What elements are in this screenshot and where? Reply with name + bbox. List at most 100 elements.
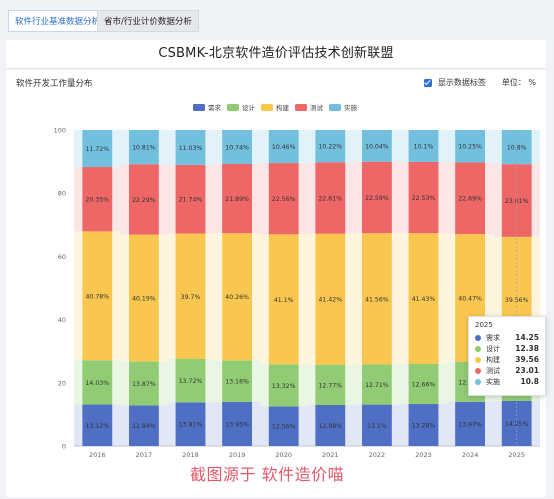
x-tick-label: 2016 xyxy=(89,451,106,459)
data-label: 11.03% xyxy=(179,145,203,152)
show-labels-checkbox[interactable] xyxy=(423,78,432,87)
bar-segment xyxy=(175,402,206,446)
data-label: 41.42% xyxy=(319,297,343,304)
data-label: 21.89% xyxy=(225,196,249,203)
data-label: 10.74% xyxy=(225,144,249,151)
data-label: 13.97% xyxy=(458,421,482,428)
data-label: 13.28% xyxy=(412,423,436,430)
data-label: 10.04% xyxy=(365,143,389,150)
bar-segment xyxy=(175,164,206,234)
tooltip-series-name: 测试 xyxy=(486,366,500,375)
data-label: 12.84% xyxy=(132,423,156,430)
data-label: 39.7% xyxy=(181,294,201,301)
bar-segment xyxy=(82,360,113,405)
show-labels-label: 显示数据标签 xyxy=(437,78,486,87)
tooltip-series-value: 23.01 xyxy=(515,366,539,375)
bar-segment xyxy=(128,234,159,362)
tooltip-row: 实施 10.8 xyxy=(475,376,539,387)
tooltip-series-name: 设计 xyxy=(486,344,500,353)
tab-province-industry-pricing[interactable]: 省市/行业计价数据分析 xyxy=(97,10,199,32)
bar-segment xyxy=(361,364,392,405)
chart-options: 显示数据标签 单位： % xyxy=(423,77,536,88)
data-label: 21.74% xyxy=(179,197,203,204)
legend-swatch xyxy=(329,104,341,111)
legend-swatch xyxy=(193,104,205,111)
bar-segment xyxy=(361,130,392,162)
bar-segment xyxy=(175,233,206,360)
data-label: 40.47% xyxy=(458,296,482,303)
data-label: 22.29% xyxy=(132,197,156,204)
bar-segment xyxy=(361,233,392,365)
data-label: 22.56% xyxy=(272,196,296,203)
data-label: 10.22% xyxy=(319,144,343,151)
data-label: 10.1% xyxy=(414,143,434,150)
x-tick-label: 2025 xyxy=(508,451,525,459)
bar-segment xyxy=(82,130,113,168)
bar-segment xyxy=(315,233,346,365)
bar-segment xyxy=(128,164,159,235)
tooltip-row: 测试 23.01 xyxy=(475,365,539,376)
data-label: 13.81% xyxy=(179,422,203,429)
tooltip-series-name: 需求 xyxy=(486,333,500,342)
tooltip-dot xyxy=(475,345,481,352)
data-label: 22.69% xyxy=(458,196,482,203)
tooltip-dot xyxy=(475,367,481,374)
bar-segment xyxy=(222,401,253,446)
bar-segment xyxy=(501,164,532,237)
data-label: 10.46% xyxy=(272,144,296,151)
tooltip-series-value: 12.38 xyxy=(515,344,539,353)
bar-segment xyxy=(128,405,159,446)
data-label: 13.32% xyxy=(272,383,296,390)
tooltip-row: 设计 12.38 xyxy=(475,343,539,354)
bar-segment xyxy=(222,360,253,402)
data-label: 22.59% xyxy=(365,195,389,202)
x-tick-label: 2024 xyxy=(462,451,479,459)
data-label: 12.66% xyxy=(412,382,436,389)
tab-industry-benchmark[interactable]: 软件行业基准数据分析 xyxy=(8,10,108,32)
data-label: 41.43% xyxy=(412,296,436,303)
bar-segment xyxy=(222,130,253,164)
bar-segment xyxy=(222,233,253,361)
bar-segment xyxy=(361,161,392,234)
bar-segment xyxy=(408,404,439,446)
data-label: 12.56% xyxy=(272,424,296,431)
bar-segment xyxy=(315,404,346,446)
x-tick-label: 2017 xyxy=(136,451,153,459)
x-tick-label: 2022 xyxy=(369,451,386,459)
bar-segment xyxy=(408,364,439,405)
bar-segment xyxy=(268,406,299,446)
data-label: 13.16% xyxy=(225,379,249,386)
data-label: 40.19% xyxy=(132,296,156,303)
tooltip-row: 需求 14.25 xyxy=(475,332,539,343)
tooltip-title: 2025 xyxy=(475,321,493,329)
unit-label: 单位： % xyxy=(501,78,536,87)
data-label: 13.72% xyxy=(179,378,203,385)
data-label: 40.26% xyxy=(225,294,249,301)
tooltip-series-value: 14.25 xyxy=(515,333,539,342)
data-label: 12.71% xyxy=(365,382,389,389)
bar-segment xyxy=(268,163,299,235)
bar-segment xyxy=(268,130,299,164)
data-label: 14.03% xyxy=(86,380,110,387)
tab-bar: 软件行业基准数据分析 省市/行业计价数据分析 xyxy=(0,0,554,40)
tooltip-dot xyxy=(475,356,481,363)
data-label: 14.25% xyxy=(505,421,529,428)
legend-label: 测试 xyxy=(310,103,324,112)
data-label: 13.87% xyxy=(132,381,156,388)
bar-segment xyxy=(128,130,159,165)
y-tick-label: 60 xyxy=(58,253,66,261)
x-tick-label: 2018 xyxy=(182,451,199,459)
bar-segment xyxy=(82,404,113,446)
x-tick-label: 2023 xyxy=(415,451,432,459)
tooltip-series-value: 10.8 xyxy=(520,377,539,386)
y-tick-label: 40 xyxy=(58,316,66,324)
data-label: 13.95% xyxy=(225,421,249,428)
chart-panel: 软件开发工作量分布 显示数据标签 单位： % 需求 设计 构建 测试 实施 0 20 40 60… xyxy=(6,70,546,497)
bar-segment xyxy=(408,161,439,234)
data-label: 20.35% xyxy=(86,197,110,204)
legend-swatch xyxy=(261,104,273,111)
bar-segment xyxy=(82,231,113,361)
chart-tooltip: 2025 需求 14.25 设计 12.38 构建 39.56 测试 23.01 实施 1… xyxy=(468,316,546,396)
legend-label: 构建 xyxy=(276,103,290,112)
chart-panel-title: 软件开发工作量分布 xyxy=(16,79,93,89)
